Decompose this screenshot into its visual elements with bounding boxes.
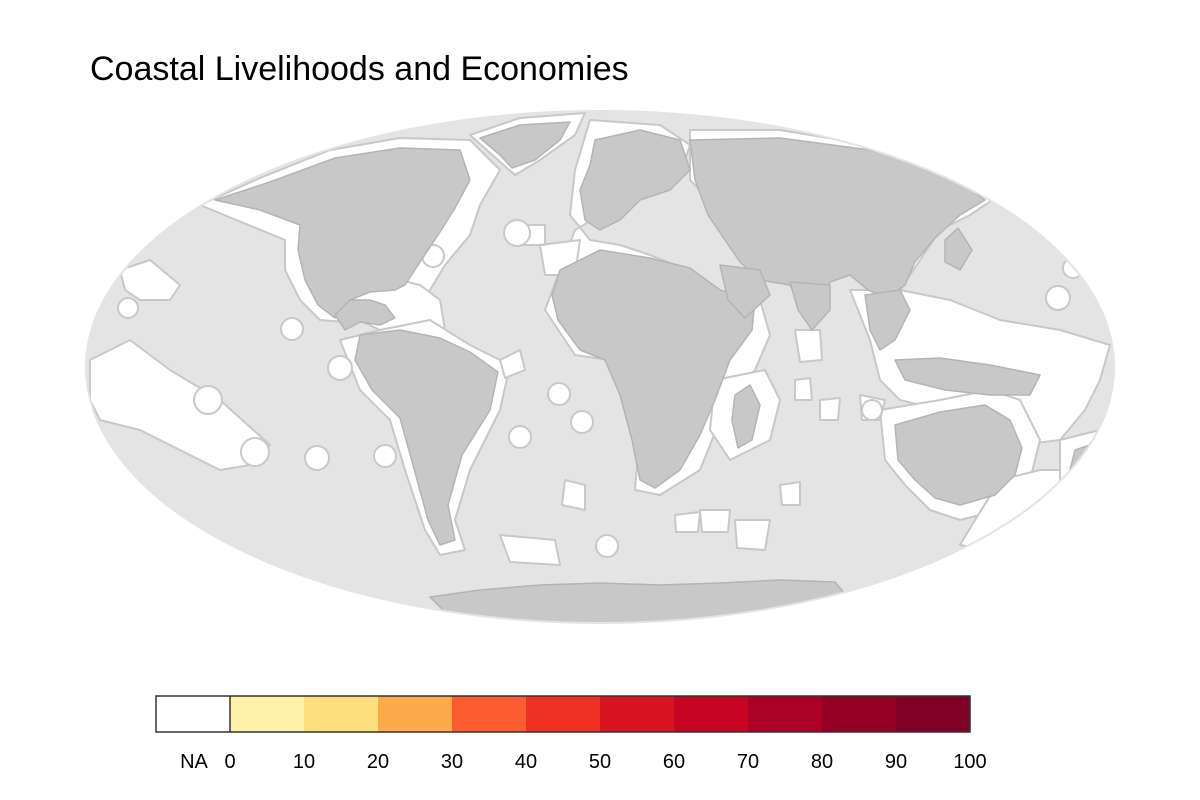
eez-island-1 xyxy=(280,317,304,341)
land-arabia xyxy=(719,264,771,319)
world-map xyxy=(85,110,1115,624)
land-south-america xyxy=(354,329,499,546)
eez-island-6 xyxy=(595,534,619,558)
legend-tick-label: 20 xyxy=(367,751,389,773)
legend-swatch-60-70 xyxy=(674,696,748,732)
eez-hawaii xyxy=(119,259,181,301)
legend-swatch-80-90 xyxy=(822,696,896,732)
land-indonesia xyxy=(894,357,1041,396)
eez-island-9 xyxy=(503,219,531,247)
legend-swatch-70-80 xyxy=(748,696,822,732)
globe-outline xyxy=(85,110,1115,624)
legend-labels: NA 0 10 20 30 40 50 60 70 80 90 100 xyxy=(180,751,987,773)
eez-island-3 xyxy=(547,382,571,406)
eez-pacific-west xyxy=(89,339,271,471)
eez-island-5 xyxy=(508,425,532,449)
land-indochina xyxy=(864,289,911,351)
legend-tick-label: 10 xyxy=(293,751,315,773)
land-japan xyxy=(944,227,973,271)
eez-island-4 xyxy=(570,410,594,434)
legend-tick-label: 50 xyxy=(589,751,611,773)
legend-na-swatch xyxy=(156,696,230,732)
legend-swatch-30-40 xyxy=(452,696,526,732)
eez-island-7 xyxy=(304,445,330,471)
legend-swatch-90-100 xyxy=(896,696,970,732)
legend-swatch-10-20 xyxy=(304,696,378,732)
eez-island-13 xyxy=(117,297,139,319)
land-north-america xyxy=(214,147,471,319)
legend-tick-label: 60 xyxy=(663,751,685,773)
legend-swatch-0-10 xyxy=(230,696,304,732)
eez-island-14 xyxy=(193,385,223,415)
legend-tick-label: 70 xyxy=(737,751,759,773)
eez-island-15 xyxy=(240,437,270,467)
land-greenland xyxy=(479,121,571,169)
legend-tick-label: 30 xyxy=(441,751,463,773)
map-title: Coastal Livelihoods and Economies xyxy=(90,50,629,88)
legend-swatch-40-50 xyxy=(526,696,600,732)
land-central-america xyxy=(334,299,396,331)
legend-tick-label: 100 xyxy=(953,751,986,773)
legend-border xyxy=(155,695,971,733)
legend-tick-label: 80 xyxy=(811,751,833,773)
land-europe xyxy=(579,129,691,231)
legend-bar xyxy=(155,695,971,733)
eez-island-16 xyxy=(861,399,883,421)
land-africa xyxy=(551,249,756,489)
eez-island-12 xyxy=(327,355,353,381)
legend-tick-label: 40 xyxy=(515,751,537,773)
legend-tick-label: 0 xyxy=(224,751,235,773)
eez-island-8 xyxy=(373,444,397,468)
land-australia xyxy=(894,404,1023,506)
eez-island-11 xyxy=(1045,285,1071,311)
legend-na-label: NA xyxy=(180,751,208,773)
land-madagascar xyxy=(731,384,761,449)
legend-swatch-50-60 xyxy=(600,696,674,732)
legend-tick-label: 90 xyxy=(885,751,907,773)
land-india xyxy=(789,281,831,331)
land xyxy=(214,121,1093,623)
eez-indian-ocean-islands xyxy=(674,329,886,551)
legend-swatch-20-30 xyxy=(378,696,452,732)
